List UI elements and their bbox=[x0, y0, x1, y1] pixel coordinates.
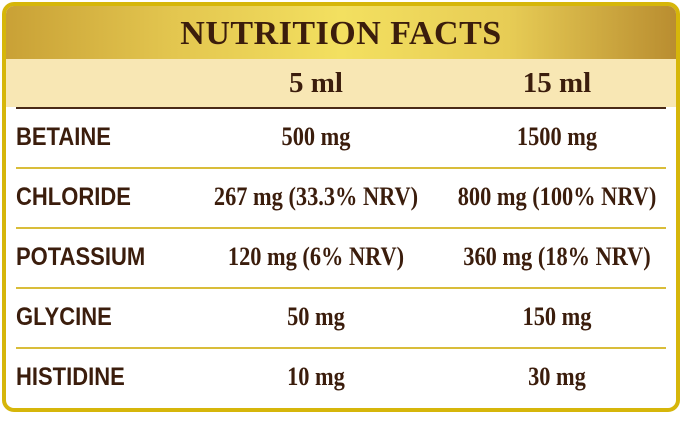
value-5ml: 10 mg bbox=[287, 362, 345, 391]
value-15ml: 800 mg (100% NRV) bbox=[457, 182, 657, 211]
nutrient-name: BETAINE bbox=[16, 123, 111, 151]
nutrient-name: CHLORIDE bbox=[16, 183, 131, 211]
column-header-band: 5 ml 15 ml bbox=[6, 59, 676, 107]
title-band: NUTRITION FACTS bbox=[6, 6, 676, 59]
value-5ml: 120 mg (6% NRV) bbox=[227, 242, 405, 271]
table-row: POTASSIUM 120 mg (6% NRV) 360 mg (18% NR… bbox=[6, 229, 676, 289]
table-row: GLYCINE 50 mg 150 mg bbox=[6, 289, 676, 349]
table-row: CHLORIDE 267 mg (33.3% NRV) 800 mg (100%… bbox=[6, 169, 676, 229]
value-15ml: 360 mg (18% NRV) bbox=[463, 242, 651, 271]
nutrient-name: HISTIDINE bbox=[16, 363, 125, 391]
value-15ml: 1500 mg bbox=[516, 122, 598, 151]
nutrient-name: GLYCINE bbox=[16, 303, 112, 331]
row-divider bbox=[16, 347, 666, 349]
value-5ml: 500 mg bbox=[281, 122, 351, 151]
table-row: HISTIDINE 10 mg 30 mg bbox=[6, 349, 676, 408]
row-divider bbox=[16, 167, 666, 169]
value-5ml: 267 mg (33.3% NRV) bbox=[213, 182, 419, 211]
row-divider bbox=[16, 227, 666, 229]
table-title: NUTRITION FACTS bbox=[180, 15, 502, 52]
row-divider bbox=[16, 287, 666, 289]
table-row: BETAINE 500 mg 1500 mg bbox=[6, 109, 676, 169]
nutrient-name: POTASSIUM bbox=[16, 243, 146, 271]
value-15ml: 150 mg bbox=[522, 302, 592, 331]
value-15ml: 30 mg bbox=[528, 362, 586, 391]
column-header-5ml: 5 ml bbox=[289, 67, 343, 99]
value-5ml: 50 mg bbox=[287, 302, 345, 331]
column-header-15ml: 15 ml bbox=[522, 67, 592, 99]
nutrition-facts-table: NUTRITION FACTS 5 ml 15 ml BETAINE 500 m… bbox=[2, 2, 680, 412]
header-divider bbox=[16, 107, 666, 109]
